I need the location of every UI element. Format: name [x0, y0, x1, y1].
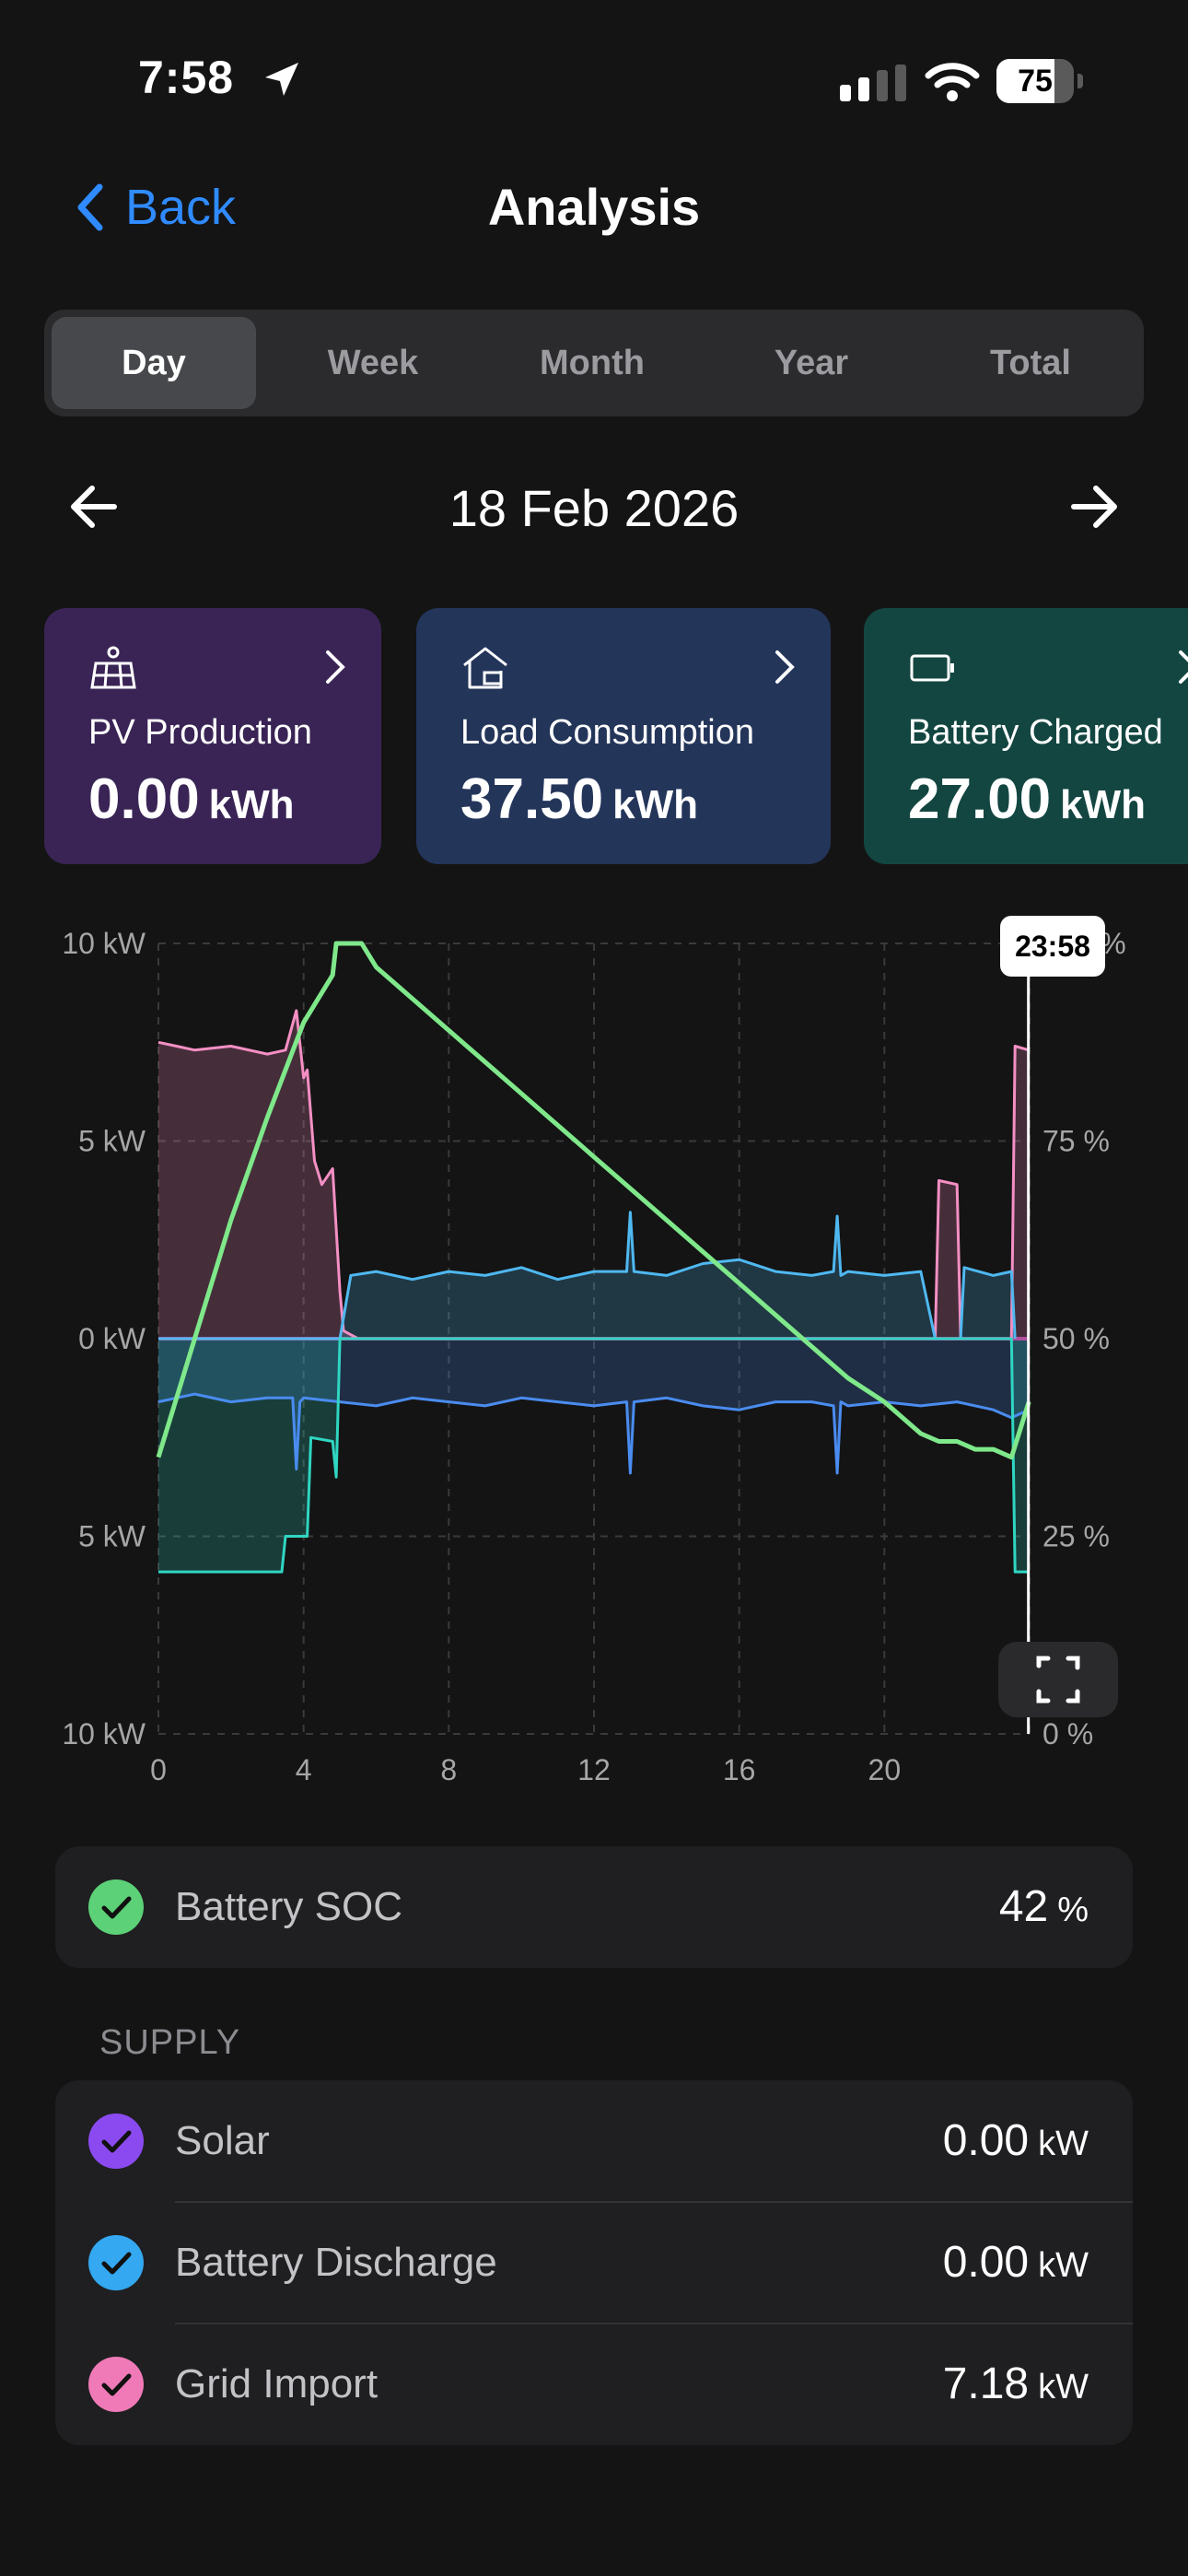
- supply-row-solar[interactable]: Solar 0.00 kW: [55, 2080, 1133, 2202]
- page-title: Analysis: [487, 178, 701, 236]
- home-icon: [463, 647, 507, 689]
- row-unit: kW: [1038, 2246, 1089, 2285]
- x-tick-label: 16: [723, 1753, 756, 1786]
- battery-charged-card[interactable]: Battery Charged 27.00 kWh: [864, 608, 1188, 864]
- pv-production-card[interactable]: PV Production 0.00 kWh: [44, 608, 381, 864]
- series-line-grid_import: [157, 1009, 1030, 1341]
- card-label: Load Consumption: [460, 713, 754, 752]
- row-value: 0.00: [942, 2238, 1030, 2287]
- cursor-time-tooltip: 23:58: [1000, 916, 1105, 977]
- series-line-load: [157, 1392, 1030, 1475]
- check-icon[interactable]: [88, 2235, 144, 2290]
- row-label: Solar: [175, 2118, 270, 2163]
- series-area-battery_discharge: [158, 1212, 1016, 1339]
- x-tick-label: 4: [296, 1753, 312, 1786]
- battery-percent: 75: [1018, 64, 1053, 99]
- divider: [175, 2323, 1133, 2324]
- x-tick-label: 0: [150, 1753, 167, 1786]
- fullscreen-icon: [1036, 1656, 1080, 1704]
- y-right-tick-label: 25 %: [1042, 1520, 1110, 1553]
- check-icon[interactable]: [88, 1879, 144, 1935]
- wifi-icon: [925, 63, 980, 101]
- card-unit: kWh: [1060, 782, 1147, 827]
- row-value: 0.00: [942, 2116, 1030, 2165]
- row-value: 7.18: [942, 2359, 1030, 2408]
- check-icon[interactable]: [88, 2357, 144, 2412]
- x-tick-label: 12: [577, 1753, 611, 1786]
- row-label: Battery Discharge: [175, 2240, 497, 2285]
- card-label: PV Production: [88, 713, 312, 752]
- chevron-right-icon: [775, 650, 795, 684]
- tab-month[interactable]: Month: [540, 344, 645, 382]
- supply-row-grid-import[interactable]: Grid Import 7.18 kW: [55, 2324, 1133, 2445]
- y-right-tick-label: 75 %: [1042, 1125, 1110, 1158]
- fullscreen-button[interactable]: [998, 1642, 1118, 1717]
- row-value: 42: [998, 1882, 1049, 1931]
- row-unit: %: [1057, 1891, 1089, 1929]
- check-icon[interactable]: [88, 2113, 144, 2169]
- chevron-left-icon: [77, 183, 103, 231]
- back-label: Back: [125, 180, 237, 235]
- row-label: Grid Import: [175, 2361, 379, 2406]
- y-right-tick-label: 50 %: [1042, 1322, 1110, 1355]
- series-line-soc: [156, 941, 1031, 1460]
- location-arrow-icon: [265, 63, 298, 96]
- series-area-load: [158, 1339, 1030, 1473]
- status-time: 7:58: [138, 52, 235, 103]
- battery-soc-box: Battery SOC 42%: [55, 1846, 1133, 1968]
- row-unit: kW: [1038, 2125, 1089, 2163]
- x-tick-label: 20: [868, 1753, 902, 1786]
- card-value: 37.50: [460, 767, 604, 831]
- tab-week[interactable]: Week: [327, 344, 419, 382]
- tab-day[interactable]: Day: [52, 317, 256, 409]
- solar-panel-icon: [90, 646, 136, 689]
- card-label: Battery Charged: [908, 713, 1163, 752]
- supply-list: Solar 0.00 kW Battery Discharge 0.00 kW Gr…: [55, 2080, 1133, 2445]
- battery-status-icon: 75: [996, 59, 1083, 103]
- battery-soc-row[interactable]: Battery SOC 42%: [55, 1846, 1133, 1968]
- y-left-tick-label: 5 kW: [78, 1520, 146, 1553]
- row-unit: kW: [1038, 2368, 1089, 2406]
- y-left-tick-label: 10 kW: [62, 1717, 146, 1751]
- back-button[interactable]: Back: [74, 175, 236, 240]
- y-left-tick-label: 0 kW: [78, 1322, 146, 1355]
- series-area-battery_charge: [158, 1339, 1030, 1573]
- tab-total[interactable]: Total: [990, 344, 1071, 382]
- series-line-battery_charge: [158, 1337, 1030, 1574]
- period-segmented-control: Day Week Month Year Total: [44, 310, 1144, 416]
- tab-year[interactable]: Year: [774, 344, 849, 382]
- cellular-signal-icon: [840, 64, 906, 101]
- card-value: 0.00: [88, 767, 200, 831]
- y-left-tick-label: 10 kW: [62, 927, 146, 960]
- card-unit: kWh: [208, 782, 295, 827]
- supply-row-battery-discharge[interactable]: Battery Discharge 0.00 kW: [55, 2202, 1133, 2324]
- divider: [175, 2201, 1133, 2203]
- y-left-tick-label: 5 kW: [78, 1125, 146, 1158]
- arrow-left-icon[interactable]: [66, 479, 122, 534]
- row-label: Battery SOC: [175, 1884, 402, 1929]
- chevron-right-icon: [326, 650, 345, 684]
- chevron-right-icon: [1179, 650, 1188, 684]
- y-right-tick-label: 0 %: [1042, 1717, 1093, 1751]
- card-value: 27.00: [908, 767, 1052, 831]
- x-tick-label: 8: [440, 1753, 457, 1786]
- card-unit: kWh: [612, 782, 699, 827]
- load-consumption-card[interactable]: Load Consumption 37.50 kWh: [416, 608, 831, 864]
- supply-heading: SUPPLY: [99, 2023, 241, 2062]
- arrow-right-icon[interactable]: [1066, 479, 1122, 534]
- battery-icon: [910, 654, 954, 682]
- selected-date: 18 Feb 2026: [448, 479, 740, 537]
